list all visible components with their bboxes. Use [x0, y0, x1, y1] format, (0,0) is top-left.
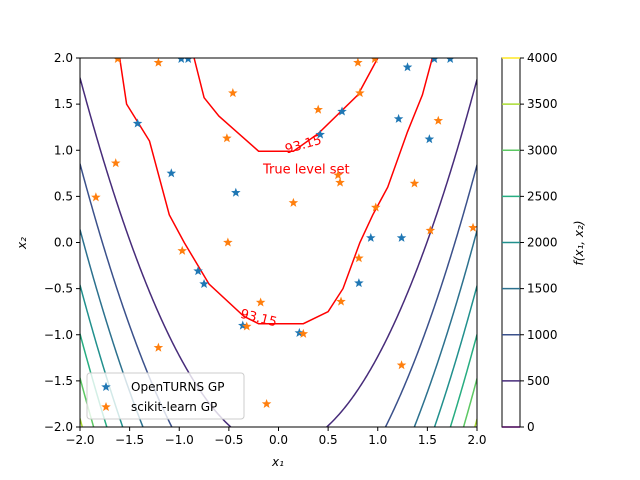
openturns-point — [184, 58, 193, 63]
openturns-point — [132, 118, 143, 128]
y-axis-label: x₂ — [15, 237, 29, 250]
sklearn-point — [425, 225, 436, 235]
sklearn-point — [113, 58, 122, 63]
data-points — [91, 58, 477, 408]
y-tick-label: −0.5 — [44, 282, 73, 296]
y-tick-label: 1.0 — [54, 143, 73, 157]
legend-box — [86, 372, 245, 420]
openturns-point — [396, 232, 407, 242]
y-tick-label: 2.0 — [54, 51, 73, 65]
sklearn-point — [241, 321, 252, 331]
openturns-point — [199, 279, 209, 289]
level-value-label-top: 93.15 — [283, 133, 323, 158]
sklearn-point — [353, 58, 363, 67]
sklearn-point — [313, 104, 323, 114]
sklearn-point — [335, 177, 345, 187]
sklearn-point — [409, 178, 420, 188]
colorbar-tick-label: 4000 — [527, 51, 558, 65]
sklearn-point — [354, 253, 364, 263]
colorbar-tick-label: 2000 — [527, 236, 558, 250]
sklearn-point — [288, 197, 299, 207]
sklearn-point — [223, 237, 233, 247]
colorbar-tick-label: 3500 — [527, 97, 558, 111]
sklearn-point — [91, 192, 101, 202]
x-tick-label: 2.0 — [467, 433, 486, 447]
sklearn-point — [261, 398, 272, 408]
colorbar-tick-label: 1500 — [527, 282, 558, 296]
y-tick-label: 0.5 — [54, 189, 73, 203]
openturns-point — [402, 62, 413, 72]
x-tick-label: −2.0 — [65, 433, 94, 447]
level-set-labels: 93.15 93.15 True level set — [239, 133, 350, 331]
sklearn-point — [110, 158, 121, 168]
sklearn-point — [153, 342, 164, 352]
openturns-point — [231, 187, 241, 197]
openturns-point — [430, 58, 439, 63]
x-tick-label: −1.0 — [165, 433, 194, 447]
sklearn-point — [468, 222, 477, 232]
sklearn-point — [433, 115, 444, 125]
x-tick-label: 1.0 — [368, 433, 387, 447]
y-tick-label: −1.0 — [44, 328, 73, 342]
openturns-point — [193, 266, 203, 276]
y-tick-label: 1.5 — [54, 97, 73, 111]
sklearn-point — [396, 360, 407, 370]
y-tick-label: −2.0 — [44, 420, 73, 434]
true-level-set — [118, 58, 434, 325]
colorbar-tick-label: 0 — [527, 420, 535, 434]
colorbar-tick-label: 2500 — [527, 189, 558, 203]
openturns-point — [315, 129, 325, 139]
openturns-point — [424, 134, 435, 144]
sklearn-point — [153, 58, 164, 67]
legend: OpenTURNS GP scikit-learn GP — [86, 372, 245, 420]
openturns-point — [337, 106, 347, 116]
sklearn-point — [298, 328, 309, 338]
x-axis: −2.0 −1.5 −1.0 −0.5 0.0 0.5 1.0 1.5 2.0 — [65, 427, 487, 447]
colorbar-label: f(x₁, x₂) — [572, 220, 586, 265]
level-set-name: True level set — [262, 163, 350, 178]
sklearn-point — [177, 245, 187, 255]
level-set-outer-branch — [118, 58, 434, 325]
y-tick-label: −1.5 — [44, 374, 73, 388]
level-set-inner-branch — [193, 58, 379, 152]
y-tick-label: 0.0 — [54, 236, 73, 250]
openturns-point — [354, 278, 364, 288]
sklearn-point — [228, 88, 238, 98]
legend-label: scikit-learn GP — [131, 400, 217, 414]
sklearn-point — [355, 88, 365, 98]
x-tick-label: 1.5 — [418, 433, 437, 447]
plot-frame — [79, 57, 478, 428]
openturns-point — [366, 232, 376, 242]
x-axis-label: x₁ — [271, 455, 284, 469]
x-tick-label: 0.5 — [319, 433, 338, 447]
legend-marker — [101, 402, 111, 412]
openturns-point — [177, 58, 186, 63]
sklearn-point — [336, 296, 346, 306]
legend-marker — [101, 382, 111, 392]
sklearn-point — [222, 133, 232, 143]
openturns-point — [393, 113, 404, 123]
sklearn-point — [333, 170, 343, 180]
sklearn-point — [371, 202, 381, 212]
x-tick-label: −1.5 — [115, 433, 144, 447]
legend-label: OpenTURNS GP — [131, 380, 224, 394]
sklearn-point — [255, 297, 266, 307]
openturns-point — [166, 168, 177, 178]
sklearn-point — [370, 58, 379, 63]
y-axis: −2.0 −1.5 −1.0 −0.5 0.0 0.5 1.0 1.5 2.0 — [44, 51, 80, 434]
openturns-point — [446, 58, 455, 63]
colorbar-tick-label: 1000 — [527, 328, 558, 342]
colorbar-tick-label: 500 — [527, 374, 550, 388]
x-tick-label: −0.5 — [214, 433, 243, 447]
colorbar-tick-label: 3000 — [527, 143, 558, 157]
x-tick-label: 0.0 — [269, 433, 288, 447]
colorbar: 0 500 1000 1500 2000 2500 3000 3500 4000 — [501, 51, 558, 434]
